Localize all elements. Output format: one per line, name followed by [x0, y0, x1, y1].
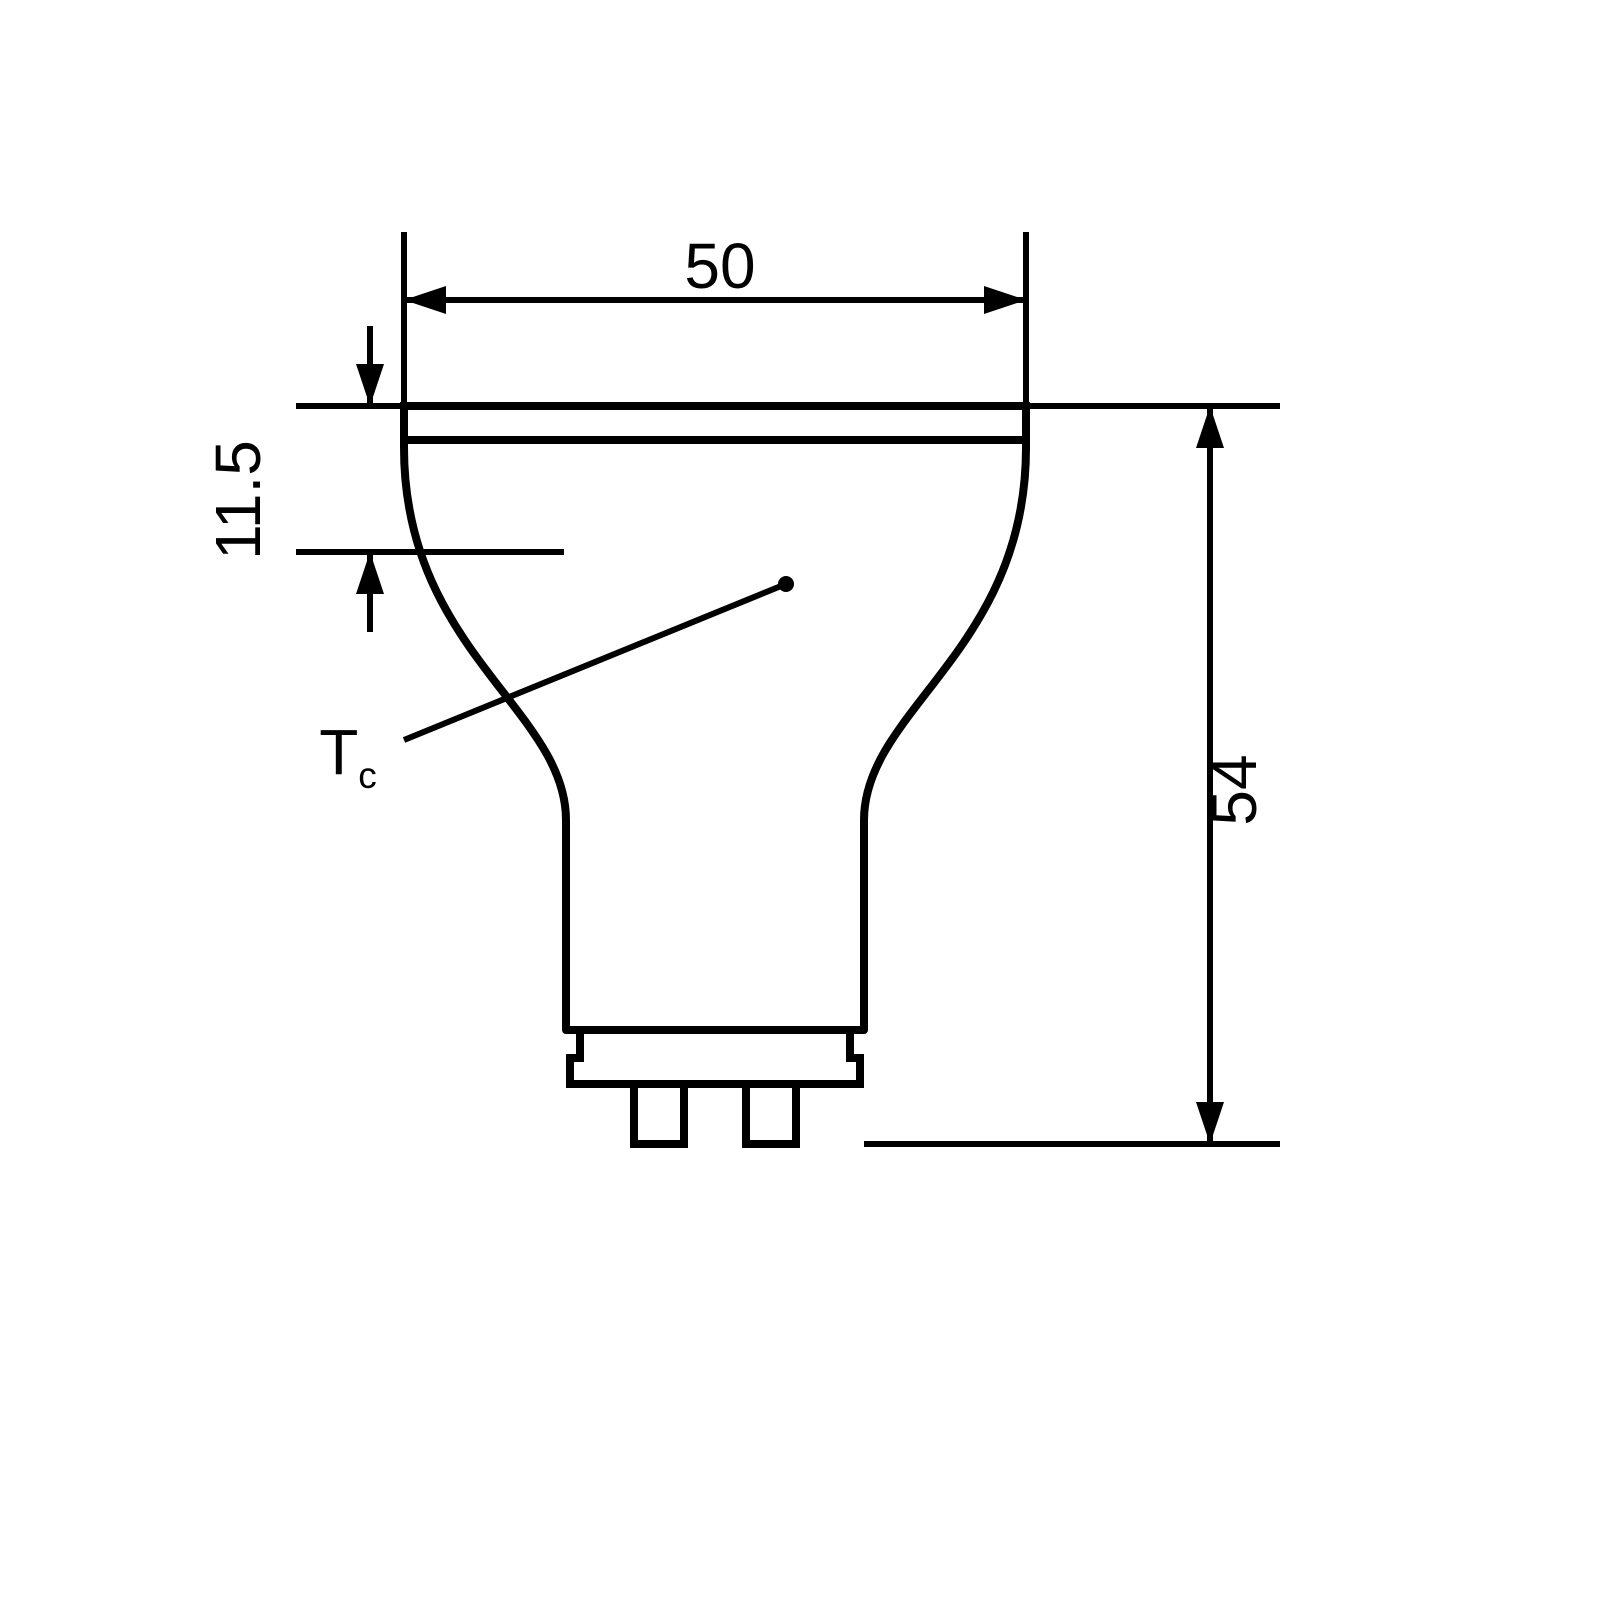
dim-width-value: 50 [684, 230, 755, 302]
arrowhead [356, 552, 384, 594]
arrowhead [404, 286, 446, 314]
lamp-base [566, 1030, 864, 1084]
arrowhead [356, 364, 384, 406]
lamp-body [404, 440, 1026, 1030]
arrowhead [1196, 1102, 1224, 1144]
arrowhead [1196, 406, 1224, 448]
lamp-pin-right [746, 1084, 796, 1144]
lamp-pin-left [634, 1084, 684, 1144]
tc-label: Tc [319, 716, 377, 796]
lamp-top-lip [404, 406, 1026, 440]
dim-depth-value: 11.5 [202, 440, 274, 560]
dim-height-value: 54 [1198, 754, 1270, 825]
arrowhead [984, 286, 1026, 314]
